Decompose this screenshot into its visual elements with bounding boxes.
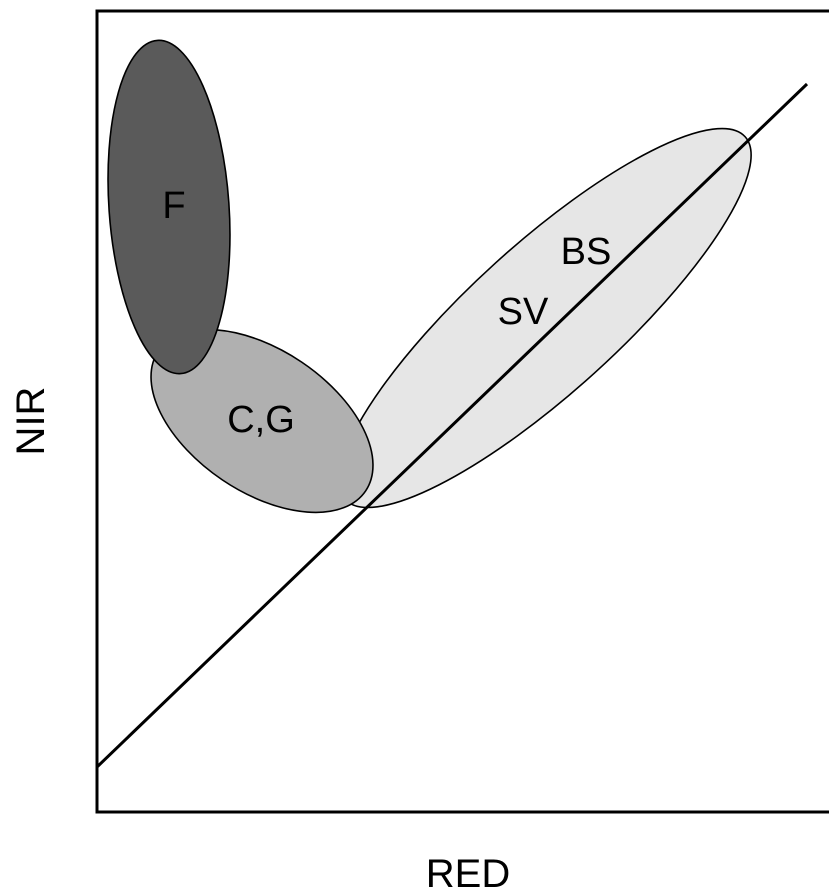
label-crop-grass: C,G — [227, 399, 295, 441]
label-bare-soil: BS — [561, 231, 612, 273]
label-forest: F — [162, 185, 185, 227]
x-axis-label: RED — [426, 852, 510, 894]
label-soil-vegetation: SV — [498, 291, 549, 333]
y-axis-label: NIR — [9, 387, 53, 456]
